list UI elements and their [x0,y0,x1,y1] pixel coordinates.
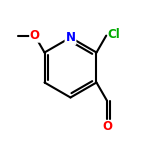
Text: Cl: Cl [107,28,120,41]
Text: O: O [102,120,112,133]
Text: N: N [66,31,75,44]
Text: O: O [30,29,40,42]
